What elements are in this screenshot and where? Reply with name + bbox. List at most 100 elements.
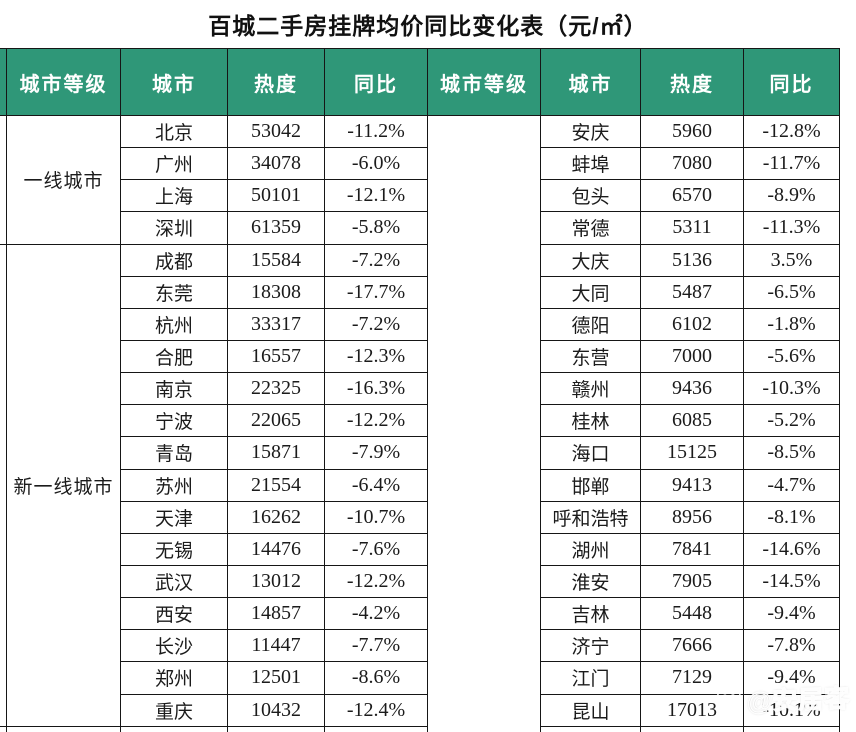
heat-cell: 12501	[228, 662, 325, 695]
city-cell: 赣州	[541, 373, 641, 406]
heat-cell: 15584	[228, 244, 325, 277]
heat-cell: 13012	[228, 565, 325, 599]
city-cell: 邯郸	[541, 469, 641, 502]
yoy-cell: -17.7%	[325, 276, 428, 309]
tier-cell: 新一线城市	[7, 244, 121, 727]
heat-cell: 7000	[641, 340, 744, 374]
yoy-cell: -5.2%	[744, 405, 840, 438]
header-right-0: 城市等级	[428, 49, 541, 116]
city-cell: 常德	[541, 212, 641, 245]
yoy-cell: -4.2%	[325, 598, 428, 631]
yoy-cell: -14.5%	[744, 565, 840, 599]
heat-cell: 61359	[228, 212, 325, 245]
yoy-cell: -10.1%	[744, 694, 840, 727]
cropped-row-cell	[228, 726, 325, 732]
header-left-0: 城市等级	[7, 49, 121, 116]
header-left-3: 同比	[325, 49, 428, 116]
heat-cell: 7129	[641, 662, 744, 695]
page-title: 百城二手房挂牌均价同比变化表（元/㎡）	[208, 13, 648, 39]
yoy-cell: 3.5%	[744, 244, 840, 277]
city-cell: 湖州	[541, 533, 641, 566]
heat-cell: 14476	[228, 533, 325, 566]
heat-cell: 7080	[641, 148, 744, 181]
heat-cell: 5960	[641, 116, 744, 149]
city-cell: 无锡	[121, 533, 228, 566]
city-cell: 北京	[121, 116, 228, 149]
heat-cell: 7666	[641, 630, 744, 663]
city-cell: 呼和浩特	[541, 501, 641, 534]
yoy-cell: -12.2%	[325, 405, 428, 438]
heat-cell: 34078	[228, 148, 325, 181]
yoy-cell: -8.1%	[744, 501, 840, 534]
heat-cell: 16557	[228, 340, 325, 374]
yoy-cell: -11.7%	[744, 148, 840, 181]
yoy-cell: -7.2%	[325, 308, 428, 341]
city-cell: 天津	[121, 501, 228, 534]
heat-cell: 7841	[641, 533, 744, 566]
cropped-row-cell	[325, 726, 428, 732]
city-cell: 安庆	[541, 116, 641, 149]
edge-sliver	[0, 726, 7, 732]
price-table: 城市等级 城市 热度 同比 城市等级 城市 热度 同比 一线城市 北京 53042 -11.2% 广州 3…	[0, 48, 840, 732]
yoy-cell: -6.4%	[325, 469, 428, 502]
city-cell: 江门	[541, 662, 641, 695]
yoy-cell: -12.2%	[325, 565, 428, 599]
city-cell: 长沙	[121, 630, 228, 663]
yoy-cell: -9.4%	[744, 662, 840, 695]
tier-cell: 一线城市	[7, 116, 121, 245]
edge-sliver	[0, 244, 7, 727]
city-cell: 南京	[121, 373, 228, 406]
city-cell: 西安	[121, 598, 228, 631]
heat-cell: 5136	[641, 244, 744, 277]
yoy-cell: -5.8%	[325, 212, 428, 245]
heat-cell: 5448	[641, 598, 744, 631]
yoy-cell: -12.4%	[325, 694, 428, 727]
city-cell: 广州	[121, 148, 228, 181]
yoy-cell: -6.5%	[744, 276, 840, 309]
yoy-cell: -16.3%	[325, 373, 428, 406]
city-cell: 杭州	[121, 308, 228, 341]
yoy-cell: -9.4%	[744, 598, 840, 631]
yoy-cell: -11.3%	[744, 212, 840, 245]
heat-cell: 5311	[641, 212, 744, 245]
heat-cell: 6085	[641, 405, 744, 438]
city-cell: 海口	[541, 437, 641, 470]
heat-cell: 9413	[641, 469, 744, 502]
city-cell: 大庆	[541, 244, 641, 277]
heat-cell: 6102	[641, 308, 744, 341]
cropped-row-cell	[641, 726, 744, 732]
yoy-cell: -7.8%	[744, 630, 840, 663]
yoy-cell: -1.8%	[744, 308, 840, 341]
heat-cell: 21554	[228, 469, 325, 502]
cropped-row-cell	[744, 726, 840, 732]
header-left-2: 热度	[228, 49, 325, 116]
yoy-cell: -4.7%	[744, 469, 840, 502]
city-cell: 包头	[541, 180, 641, 213]
header-sliver	[0, 49, 7, 116]
heat-cell: 33317	[228, 308, 325, 341]
city-cell: 上海	[121, 180, 228, 213]
yoy-cell: -7.7%	[325, 630, 428, 663]
edge-sliver	[0, 116, 7, 245]
heat-cell: 15125	[641, 437, 744, 470]
city-cell: 苏州	[121, 469, 228, 502]
city-cell: 深圳	[121, 212, 228, 245]
yoy-cell: -12.3%	[325, 340, 428, 374]
city-cell: 东营	[541, 340, 641, 374]
city-cell: 青岛	[121, 437, 228, 470]
header-right-1: 城市	[541, 49, 641, 116]
heat-cell: 5487	[641, 276, 744, 309]
city-cell: 武汉	[121, 565, 228, 599]
tier-cell-right	[428, 116, 541, 732]
heat-cell: 18308	[228, 276, 325, 309]
header-left-1: 城市	[121, 49, 228, 116]
yoy-cell: -7.9%	[325, 437, 428, 470]
heat-cell: 11447	[228, 630, 325, 663]
city-cell: 重庆	[121, 694, 228, 727]
yoy-cell: -12.1%	[325, 180, 428, 213]
city-cell: 桂林	[541, 405, 641, 438]
city-cell: 成都	[121, 244, 228, 277]
heat-cell: 15871	[228, 437, 325, 470]
cropped-row-cell	[541, 726, 641, 732]
